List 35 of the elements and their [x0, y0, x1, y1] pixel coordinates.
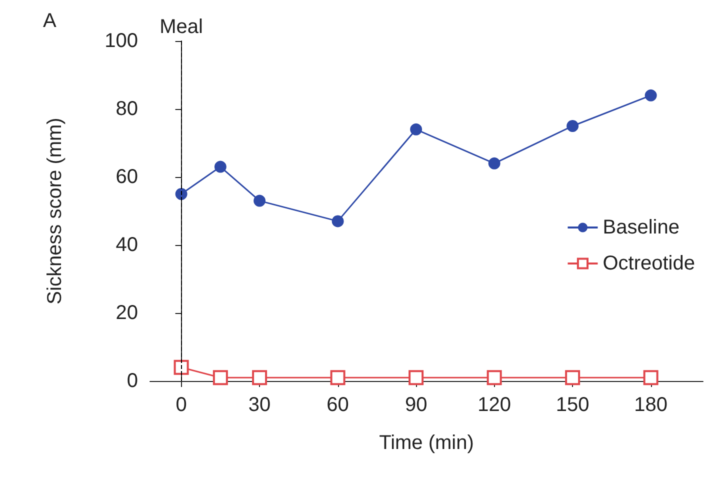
- point: [410, 123, 422, 136]
- x-axis-title: Time (min): [379, 432, 474, 454]
- y-tick-label: 80: [116, 98, 138, 120]
- point: [408, 370, 424, 386]
- point: [252, 370, 268, 386]
- x-tick-label: 180: [634, 394, 668, 416]
- point: [488, 157, 500, 170]
- point: [214, 160, 226, 173]
- legend-label: Baseline: [602, 216, 680, 238]
- point: [332, 215, 344, 228]
- chart-title: A: [43, 10, 57, 32]
- point: [486, 370, 502, 386]
- x-tick-label: 60: [326, 394, 349, 416]
- y-tick-label: 40: [116, 234, 138, 256]
- point: [565, 370, 580, 386]
- y-tick-label: 60: [116, 166, 138, 188]
- point: [644, 89, 657, 102]
- y-tick-label: 0: [126, 370, 138, 392]
- point: [212, 370, 228, 386]
- point: [174, 360, 189, 375]
- point: [254, 194, 266, 207]
- x-tick-label: 120: [478, 394, 512, 416]
- x-tick-label: 0: [176, 394, 187, 416]
- point: [330, 370, 346, 386]
- ref-line-label: Meal: [160, 16, 203, 38]
- point: [643, 370, 658, 386]
- y-tick-label: 100: [104, 30, 138, 52]
- y-axis-title: Sickness score (mm): [44, 118, 66, 304]
- x-tick-label: 150: [556, 394, 590, 416]
- legend-label: Octreotide: [602, 252, 695, 274]
- point: [175, 188, 188, 200]
- x-tick-label: 30: [248, 394, 271, 416]
- point: [566, 120, 579, 132]
- y-tick-label: 20: [116, 302, 138, 324]
- x-tick-label: 90: [404, 394, 428, 416]
